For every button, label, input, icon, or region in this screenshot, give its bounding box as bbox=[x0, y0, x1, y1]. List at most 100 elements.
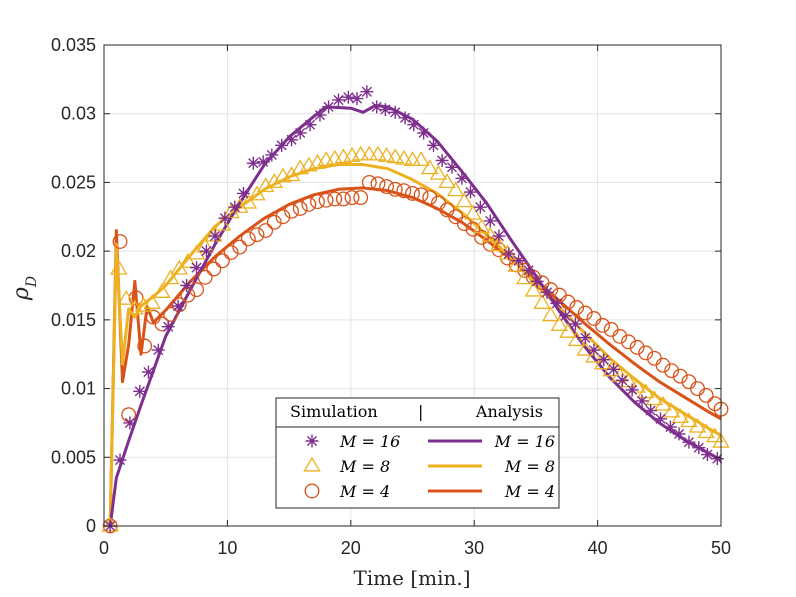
legend-ana-label: M = 16 bbox=[494, 432, 555, 451]
simulation-point bbox=[398, 111, 412, 125]
series-group bbox=[108, 186, 722, 527]
simulation-point bbox=[569, 300, 585, 315]
simulation-point bbox=[692, 441, 706, 455]
simulation-point bbox=[481, 226, 499, 242]
simulation-point bbox=[576, 340, 594, 356]
y-axis-label: ρD bbox=[9, 276, 40, 301]
simulation-point bbox=[110, 259, 128, 275]
legend-header-analysis: Analysis bbox=[475, 402, 543, 421]
simulation-point bbox=[171, 297, 187, 313]
simulation-point bbox=[698, 387, 714, 403]
y-tick-label: 0.025 bbox=[51, 172, 96, 192]
x-tick-label: 30 bbox=[464, 538, 484, 558]
simulation-point bbox=[266, 214, 282, 230]
simulation-point bbox=[671, 408, 690, 424]
simulation-point bbox=[197, 269, 213, 285]
simulation-point bbox=[388, 105, 402, 119]
y-tick-label: 0.02 bbox=[61, 241, 96, 261]
simulation-point bbox=[421, 159, 439, 175]
simulation-point bbox=[662, 402, 681, 418]
simulation-point bbox=[292, 201, 308, 216]
simulation-point bbox=[464, 204, 482, 220]
simulation-point bbox=[313, 108, 327, 122]
simulation-point bbox=[331, 93, 345, 107]
analysis-line bbox=[108, 186, 722, 527]
simulation-point bbox=[206, 261, 222, 277]
simulation-point bbox=[370, 100, 384, 114]
y-tick-label: 0.005 bbox=[51, 447, 96, 467]
legend-sim-label: M = 16 bbox=[339, 432, 400, 451]
simulation-point bbox=[112, 234, 128, 249]
simulation-point bbox=[143, 294, 161, 309]
simulation-point bbox=[190, 261, 204, 275]
legend-ana-label: M = 4 bbox=[504, 482, 555, 501]
legend-sim-label: M = 4 bbox=[339, 482, 390, 501]
simulation-point bbox=[429, 164, 448, 180]
simulation-point bbox=[621, 334, 636, 350]
x-tick-label: 20 bbox=[341, 538, 361, 558]
simulation-point bbox=[123, 416, 137, 430]
simulation-point bbox=[706, 427, 724, 443]
simulation-point bbox=[498, 244, 517, 260]
simulation-point bbox=[386, 148, 404, 164]
simulation-point bbox=[113, 453, 127, 467]
simulation-point bbox=[655, 357, 671, 373]
simulation-point bbox=[490, 236, 508, 252]
simulation-point bbox=[360, 85, 374, 99]
simulation-point bbox=[473, 200, 487, 214]
simulation-point bbox=[180, 279, 194, 292]
simulation-point bbox=[664, 363, 680, 379]
simulation-point bbox=[180, 287, 196, 303]
simulation-point bbox=[644, 404, 658, 418]
y-tick-label: 0.01 bbox=[61, 379, 96, 399]
simulation-point bbox=[446, 181, 465, 197]
simulation-point bbox=[265, 148, 279, 162]
simulation-point bbox=[577, 305, 593, 321]
y-tick-label: 0 bbox=[86, 516, 96, 536]
y-axis-subscript: D bbox=[24, 276, 40, 288]
simulation-point bbox=[465, 221, 481, 237]
simulation-point bbox=[663, 420, 677, 434]
simulation-point bbox=[395, 149, 413, 165]
simulation-point bbox=[199, 244, 213, 258]
simulation-point bbox=[161, 269, 180, 285]
simulation-point bbox=[507, 256, 525, 272]
simulation-point bbox=[322, 100, 336, 114]
simulation-point bbox=[361, 174, 377, 190]
simulation-point bbox=[236, 186, 250, 200]
simulation-point bbox=[310, 194, 325, 210]
simulation-point bbox=[240, 231, 256, 247]
simulation-point bbox=[413, 187, 429, 203]
simulation-point bbox=[533, 294, 551, 309]
series-layer bbox=[101, 85, 730, 534]
legend-header-simulation: Simulation bbox=[290, 402, 378, 421]
simulation-point bbox=[249, 227, 265, 243]
plot-box bbox=[103, 44, 722, 527]
simulation-point bbox=[228, 200, 242, 214]
simulation-point bbox=[351, 145, 370, 161]
simulation-point bbox=[550, 296, 564, 310]
simulation-point bbox=[585, 347, 603, 363]
simulation-point bbox=[379, 179, 395, 195]
simulation-point bbox=[578, 331, 592, 345]
simulation-point bbox=[635, 394, 649, 408]
simulation-point bbox=[412, 151, 430, 167]
simulation-point bbox=[426, 138, 440, 152]
simulation-point bbox=[654, 412, 668, 426]
y-tick-label: 0.035 bbox=[51, 35, 96, 55]
simulation-point bbox=[688, 417, 707, 433]
simulation-point bbox=[512, 254, 526, 268]
simulation-point bbox=[482, 236, 498, 252]
simulation-point bbox=[629, 339, 645, 355]
analysis-line bbox=[108, 163, 722, 527]
simulation-point bbox=[607, 362, 621, 376]
simulation-point bbox=[550, 316, 569, 331]
simulation-point bbox=[239, 193, 258, 209]
legend-header-separator: | bbox=[418, 402, 423, 421]
simulation-point bbox=[417, 126, 431, 140]
simulation-point bbox=[350, 92, 364, 106]
simulation-point bbox=[435, 153, 449, 167]
legend-marker bbox=[305, 434, 319, 448]
simulation-point bbox=[524, 281, 543, 297]
simulation-point bbox=[492, 229, 506, 243]
